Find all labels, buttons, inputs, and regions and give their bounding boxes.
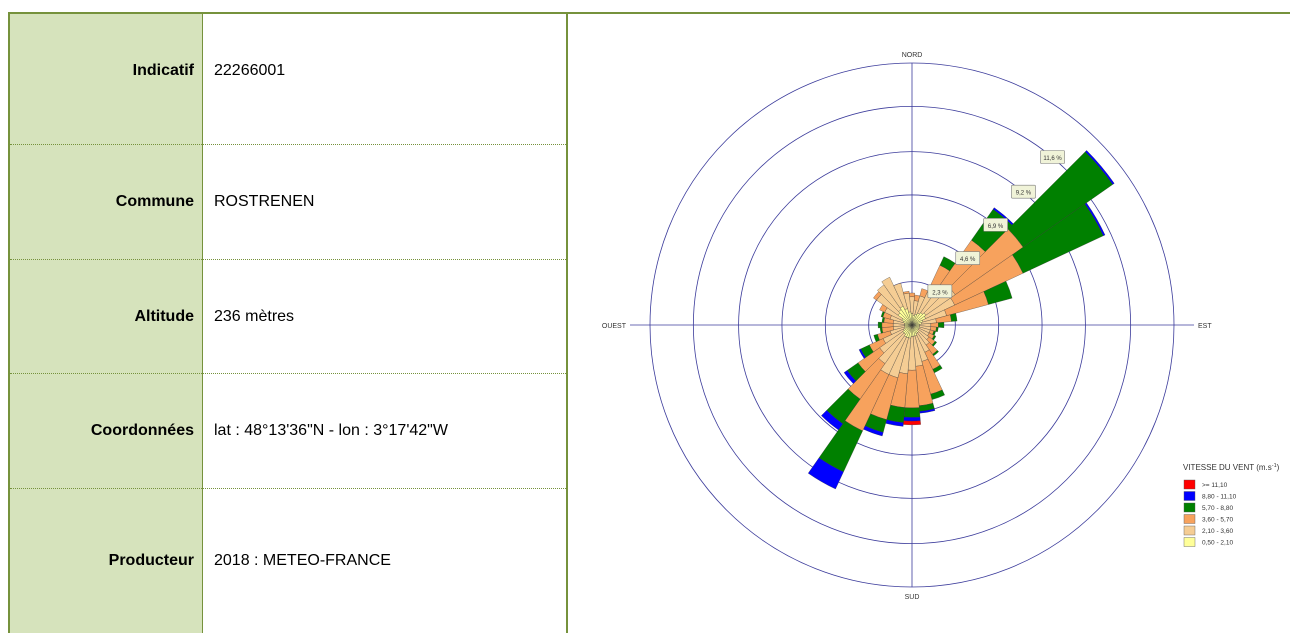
legend-swatch [1183,502,1196,513]
commune-value: ROSTRENEN [214,193,315,210]
petal-segment [893,282,908,310]
petal-segment [808,457,844,490]
indicatif-value: 22266001 [214,62,286,79]
petal-segment [881,276,904,309]
altitude-value: 236 mètres [214,308,295,325]
legend-label: 0,50 - 2,10 [1202,540,1233,547]
petal-segment [843,370,857,384]
direction-label-est: EST [1198,323,1212,330]
column-separator [202,14,203,633]
legend-label: >= 11,10 [1202,482,1228,489]
legend-swatch [1183,514,1196,524]
indicatif-label: Indicatif [132,62,194,79]
coordonnees-value: lat : 48°13'36"N - lon : 3°17'42"W [214,422,448,439]
petal-segment [903,416,921,422]
petal-segment [821,410,844,431]
petal-segment [1085,150,1115,185]
row-divider [10,144,566,145]
row-altitude: Altitude 236 mètres [10,260,566,374]
petal-segment [1084,202,1106,236]
table-frame [8,12,1290,635]
producteur-value: 2018 : METEO-FRANCE [214,552,391,569]
row-divider [10,488,566,489]
ring-label-box [1011,184,1036,199]
row-divider [10,259,566,260]
legend-swatch [1183,525,1196,536]
ring-label: 9,2 % [1016,191,1032,197]
petal-segment [903,420,921,426]
petal-segment [858,348,866,359]
petal-segment [983,280,1013,305]
ring-label-box [955,251,981,265]
legend-swatch [1183,491,1196,501]
direction-label-nord: NORD [902,52,923,59]
row-indicatif: Indicatif 22266001 [10,14,566,128]
petal-segment [950,313,958,322]
petal-segment [873,334,880,342]
legend: VITESSE DU VENT (m.s-1) >= 11,10 8,80 - 1… [1183,463,1280,547]
ring-labels-group: 2,3 % 4,6 % 6,9 % 9,2 % 11,6 % [927,150,1065,299]
wind-rose-chart: 2,3 % 4,6 % 6,9 % 9,2 % 11,6 % NORD EST SUD … [568,14,1290,633]
row-coordonnees: Coordonnées lat : 48°13'36"N - lon : 3°1… [10,374,566,488]
ring-label: 2,3 % [932,290,948,296]
petal-segment [938,322,945,328]
altitude-label: Altitude [134,308,194,325]
ring-label-box [927,284,953,299]
legend-label: 8,80 - 11,10 [1202,494,1237,501]
petal-segment [935,326,939,333]
ring-label: 11,6 % [1043,156,1062,162]
petal-segment [877,321,883,329]
petal-segment [909,292,915,297]
row-divider [10,373,566,374]
petals-group [808,150,1115,490]
legend-label: 3,60 - 5,70 [1202,517,1233,524]
label-column [10,14,202,633]
petal-segment [903,407,921,418]
ring-label: 4,6 % [960,257,976,263]
row-producteur: Producteur 2018 : METEO-FRANCE [10,489,566,633]
legend-swatch [1183,479,1196,490]
commune-label: Commune [115,193,194,210]
row-commune: Commune ROSTRENEN [10,145,566,259]
wind-rose-svg: 2,3 %4,6 %6,9 %9,2 %11,6 % NORD EST SUD … [602,52,1280,601]
table-middle-border [566,12,568,633]
ring-label: 6,9 % [988,224,1004,230]
ring-label-box [983,218,1008,232]
direction-label-sud: SUD [905,594,920,601]
petal-segment [903,291,910,295]
direction-label-ouest: OUEST [602,323,627,330]
coordonnees-label: Coordonnées [90,422,194,439]
legend-title: VITESSE DU VENT (m.s-1) [1183,463,1280,472]
legend-swatch [1183,537,1196,547]
ring-label-box [1040,150,1065,164]
table-left-border [8,12,10,633]
legend-label: 2,10 - 3,60 [1202,528,1233,535]
producteur-label: Producteur [108,552,194,569]
legend-label: 5,70 - 8,80 [1202,505,1233,512]
